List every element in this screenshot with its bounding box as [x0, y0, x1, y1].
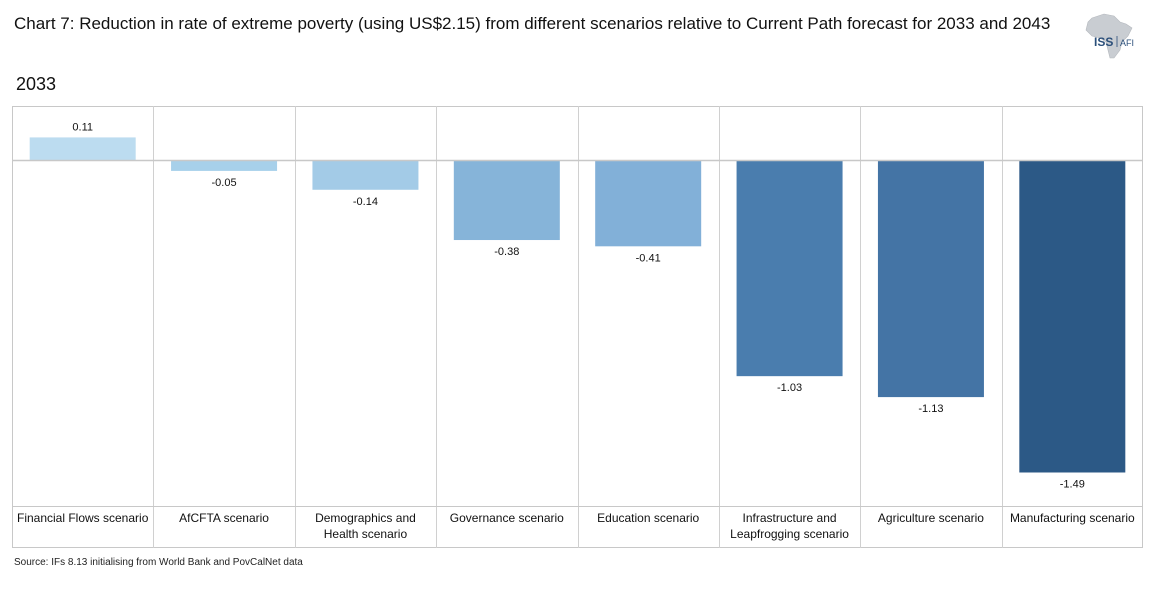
category-label: Education scenario	[597, 511, 700, 525]
data-label: -1.49	[1060, 478, 1085, 490]
data-label: -0.14	[353, 196, 378, 208]
chart-title: Chart 7: Reduction in rate of extreme po…	[14, 14, 1051, 33]
data-label: -0.05	[212, 177, 237, 189]
category-label: AfCFTA scenario	[179, 511, 269, 525]
data-label: -1.13	[918, 403, 943, 415]
africa-map-icon: ISS AFI	[1085, 13, 1134, 59]
data-label: -0.41	[636, 252, 661, 264]
chart-frame	[12, 106, 1143, 548]
bar	[453, 160, 560, 241]
logo-afi-text: AFI	[1120, 38, 1134, 48]
bar	[29, 137, 136, 161]
category-label: Demographics and Health scenario	[315, 511, 416, 541]
bar	[736, 160, 843, 377]
data-label: -1.03	[777, 382, 802, 394]
bar-chart-svg: 0.11 -0.05 -0.14 -0.38 -0.41 -1.03 -1.13 -1.49	[12, 106, 1143, 548]
bar	[171, 160, 278, 171]
iss-afi-logo: ISS AFI	[1080, 12, 1140, 60]
bar	[595, 160, 702, 247]
category-label: Agriculture scenario	[877, 511, 984, 525]
bar-chart: 0.11 -0.05 -0.14 -0.38 -0.41 -1.03 -1.13 -1.49 …	[12, 106, 1143, 553]
bar	[877, 160, 984, 398]
data-label: -0.38	[494, 246, 519, 258]
category-label: Financial Flows scenario	[16, 511, 149, 525]
chart-subtitle-year: 2033	[16, 74, 57, 94]
category-label: Manufacturing scenario	[1009, 511, 1135, 525]
data-label: 0.11	[72, 121, 93, 133]
source-note: Source: IFs 8.13 initialising from World…	[14, 557, 303, 568]
bar	[1019, 160, 1126, 473]
bar	[312, 160, 419, 190]
category-label: Infrastructure and Leapfrogging scenario	[730, 511, 849, 541]
category-label: Governance scenario	[449, 511, 564, 525]
logo-iss-text: ISS	[1094, 35, 1113, 49]
